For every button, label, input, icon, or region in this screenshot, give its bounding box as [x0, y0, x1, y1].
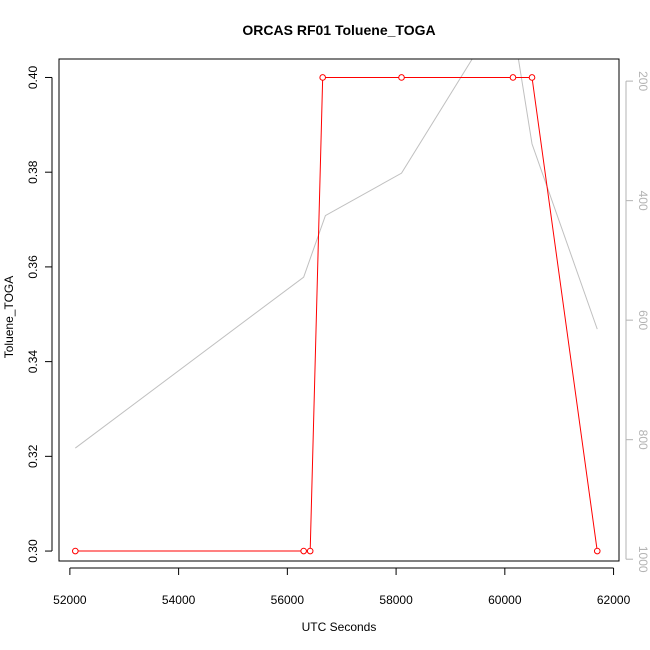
plot-frame: [58, 58, 620, 562]
x-tick-label: 62000: [597, 593, 631, 607]
y-tick-label: 0.38: [26, 160, 40, 184]
y-tick-label: 0.32: [26, 444, 40, 468]
data-point: [398, 74, 405, 81]
y-tick-label: 0.30: [26, 539, 40, 563]
x-tick-label: 56000: [271, 593, 305, 607]
x-axis: 52000 54000 56000 58000 60000 62000: [53, 567, 631, 607]
x-tick-label: 60000: [488, 593, 522, 607]
y-tick-label: 0.36: [26, 255, 40, 279]
x-axis-label: UTC Seconds: [302, 620, 377, 634]
data-point: [593, 547, 601, 555]
data-point: [509, 74, 517, 81]
y-axis-right-tick-label: 1000: [636, 546, 650, 573]
data-point: [528, 74, 536, 81]
x-tick-label: 54000: [162, 593, 196, 607]
y-axis-label: Toluene_TOGA: [2, 276, 16, 359]
secondary-series-layer: [75, 59, 598, 449]
x-tick-label: 58000: [379, 593, 413, 607]
data-point: [306, 547, 314, 555]
y-axis-right-tick-label: 400: [636, 191, 650, 211]
y-axis-right-tick-label: 200: [636, 71, 650, 91]
y-tick-label: 0.34: [26, 350, 40, 374]
chart-title: ORCAS RF01 Toluene_TOGA: [242, 22, 435, 38]
y-tick-label: 0.40: [26, 65, 40, 89]
secondary-series-line: [75, 59, 598, 449]
data-point: [319, 74, 326, 81]
data-point: [72, 547, 79, 555]
x-tick-label: 52000: [53, 593, 87, 607]
y-axis-right-tick-label: 800: [636, 430, 650, 450]
y-axis-right: 200 400 600 800 1000: [625, 71, 650, 573]
primary-series-layer: [72, 74, 601, 555]
y-axis-right-tick-label: 600: [636, 310, 650, 330]
y-axis: 0.30 0.32 0.34 0.36 0.38 0.40: [26, 65, 53, 563]
data-point: [300, 547, 307, 555]
